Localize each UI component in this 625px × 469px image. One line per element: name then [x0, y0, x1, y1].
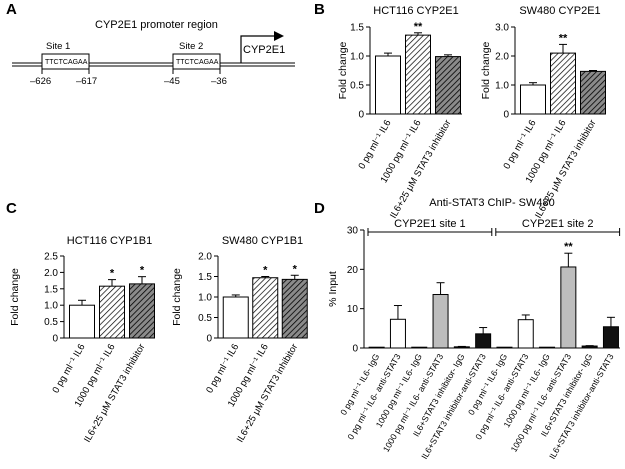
significance-marker: * [293, 263, 298, 275]
tss-arrow-line [240, 35, 275, 63]
chart-hct116-cyp1b1: HCT116 CYP1B1 0 0.5 1.0 1.5 2.0 2.5 Fold change… [9, 235, 155, 445]
bar [550, 52, 576, 115]
significance-marker: ** [414, 21, 423, 33]
panel-c-label: C [6, 200, 17, 217]
tss-arrow-head [274, 31, 284, 41]
significance-marker: * [140, 265, 145, 277]
bar [560, 266, 577, 349]
y-tick-label: 2.0 [495, 52, 509, 63]
y-axis-label: Fold change [337, 41, 349, 99]
group-label: CYP2E1 site 1 [394, 218, 466, 230]
y-axis-label: Fold change [480, 41, 492, 99]
bar [435, 56, 461, 115]
y-tick-label: 0 [358, 110, 364, 121]
chart-title: Anti-STAT3 ChIP- SW480 [429, 197, 555, 209]
bar [411, 346, 428, 349]
site2-start: –45 [164, 76, 180, 87]
bar [580, 70, 606, 115]
site2-box [172, 53, 221, 70]
bar [368, 346, 385, 349]
site1-box [41, 53, 90, 70]
bar [496, 346, 513, 349]
promoter-title: CYP2E1 promoter region [95, 19, 218, 31]
site2-end: –36 [211, 76, 227, 87]
panel-a-label: A [6, 1, 17, 18]
y-tick-label: 0 [503, 110, 509, 121]
y-tick-label: 2.0 [198, 252, 212, 263]
bar [405, 34, 431, 115]
group-label: CYP2E1 site 2 [522, 218, 594, 230]
y-axis-label: Fold change [171, 268, 183, 326]
bar [375, 55, 401, 115]
bar [281, 278, 308, 339]
bar [581, 345, 598, 349]
panel-d-label: D [314, 200, 325, 217]
bar [222, 296, 249, 339]
y-tick-label: 30 [347, 226, 359, 237]
panel-b-label: B [314, 1, 325, 18]
bar [602, 326, 619, 349]
significance-marker: * [263, 265, 268, 277]
y-tick-label: 0.5 [44, 317, 58, 328]
y-tick-label: 1.5 [44, 284, 58, 295]
y-tick-label: 1.0 [44, 301, 58, 312]
y-tick-label: 0.5 [350, 81, 364, 92]
y-tick-label: 2.0 [44, 268, 58, 279]
y-tick-label: 0 [52, 334, 58, 345]
bar [475, 333, 492, 349]
y-axis-label: % Input [327, 271, 339, 307]
y-tick-label: 0 [352, 344, 358, 355]
y-tick-label: 20 [347, 265, 359, 276]
bar [520, 84, 546, 115]
y-tick-label: 1.5 [350, 23, 364, 34]
site2-label: Site 2 [179, 41, 203, 52]
y-tick-label: 1.0 [198, 293, 212, 304]
significance-marker: ** [564, 241, 573, 253]
chart-title: HCT116 CYP1B1 [67, 235, 152, 247]
y-axis-label: Fold change [9, 268, 21, 326]
bar [69, 304, 95, 339]
bar [517, 319, 534, 349]
site2-sequence: TTCTCAGAA [176, 59, 219, 66]
y-tick-label: 1.0 [350, 52, 364, 63]
site1-label: Site 1 [46, 41, 70, 52]
site1-start: –626 [30, 76, 51, 87]
y-tick-label: 0.5 [198, 313, 212, 324]
y-tick-label: 3.0 [495, 23, 509, 34]
y-tick-label: 2.5 [44, 252, 58, 263]
site1-end: –617 [76, 76, 97, 87]
site1-sequence: TTCTCAGAA [45, 59, 88, 66]
y-tick-label: 1.5 [198, 272, 212, 283]
category-label: IL6+25 μM STAT3 inhibitor [82, 342, 148, 445]
bar [129, 283, 155, 339]
panel-a: A CYP2E1 promoter region Site 1 TTCTCAGA… [6, 1, 295, 87]
chart-title: SW480 CYP2E1 [519, 5, 600, 17]
bar [389, 318, 406, 349]
bar [99, 285, 125, 339]
bar [453, 346, 470, 349]
category-label: IL6+25 μM STAT3 inhibitor [235, 342, 301, 445]
bar [539, 346, 556, 349]
gene-label: CYP2E1 [243, 44, 285, 56]
bar [432, 294, 449, 349]
y-tick-label: 1.0 [495, 81, 509, 92]
significance-marker: * [110, 268, 115, 280]
y-tick-label: 0 [206, 334, 212, 345]
y-tick-label: 10 [347, 304, 359, 315]
bar [252, 277, 279, 339]
chart-title: SW480 CYP1B1 [222, 235, 303, 247]
chart-title: HCT116 CYP2E1 [373, 5, 458, 17]
significance-marker: ** [559, 32, 568, 44]
